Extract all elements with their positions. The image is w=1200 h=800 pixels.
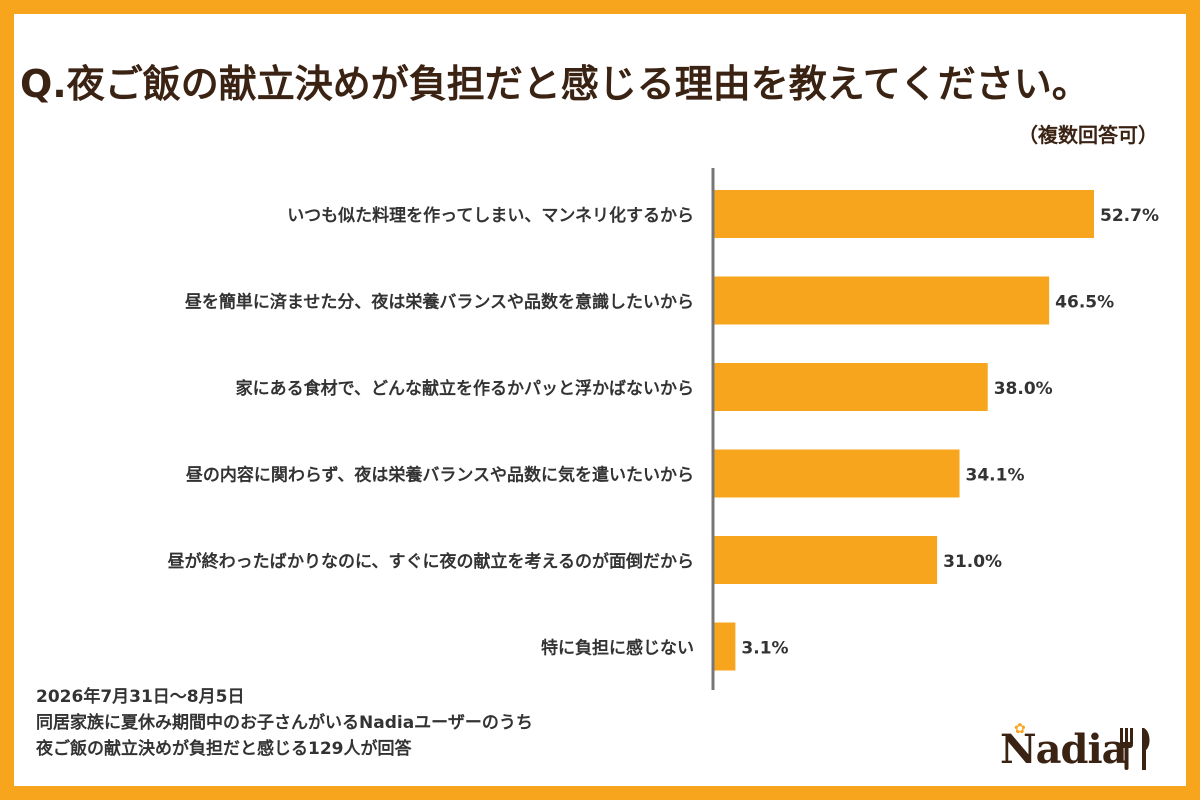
bar-6 [713, 622, 736, 671]
category-label-1: いつも似た料理を作ってしまい、マンネリ化するから [287, 205, 694, 226]
flower-icon: ✿ [1014, 721, 1026, 737]
bar-1 [713, 190, 1094, 238]
category-label-5: 昼が終わったばかりなのに、すぐに夜の献立を考えるのが面倒だから [168, 551, 694, 572]
category-label-3: 家にある食材で、どんな献立を作るかパッと浮かばないから [236, 378, 694, 399]
chart-title: Q.夜ご飯の献立決めが負担だと感じる理由を教えてください。 [20, 62, 1090, 106]
bar-3 [713, 363, 988, 411]
category-label-4: 昼の内容に関わらず、夜は栄養バランスや品数に気を遣いたいから [186, 465, 694, 486]
value-label-6: 3.1% [741, 639, 788, 659]
value-label-3: 38.0% [994, 379, 1053, 399]
logo-text: Nadia [1000, 726, 1128, 773]
bar-5 [713, 536, 938, 584]
bar-2 [713, 276, 1050, 325]
nadia-logo: Nadia ✿ [1000, 721, 1160, 776]
fork-knife-icon [1120, 728, 1150, 770]
footnote-respondents: 夜ご飯の献立決めが負担だと感じる129人が回答 [36, 739, 412, 759]
value-label-4: 34.1% [966, 466, 1025, 486]
footnote-population: 同居家族に夏休み期間中のお子さんがいるNadiaユーザーのうち [36, 713, 533, 733]
chart-subtitle: （複数回答可） [1018, 123, 1158, 147]
footnote-date: 2026年7月31日～8月5日 [36, 687, 245, 707]
category-label-2: 昼を簡単に済ませた分、夜は栄養バランスや品数を意識したいから [185, 292, 694, 313]
value-label-2: 46.5% [1055, 293, 1114, 313]
chart-panel [14, 14, 1186, 786]
value-label-5: 31.0% [943, 552, 1002, 572]
category-label-6: 特に負担に感じない [541, 638, 694, 659]
value-label-1: 52.7% [1100, 206, 1159, 226]
bar-4 [713, 449, 960, 498]
survey-footnote: 2026年7月31日～8月5日 同居家族に夏休み期間中のお子さんがいるNadia… [36, 684, 533, 762]
